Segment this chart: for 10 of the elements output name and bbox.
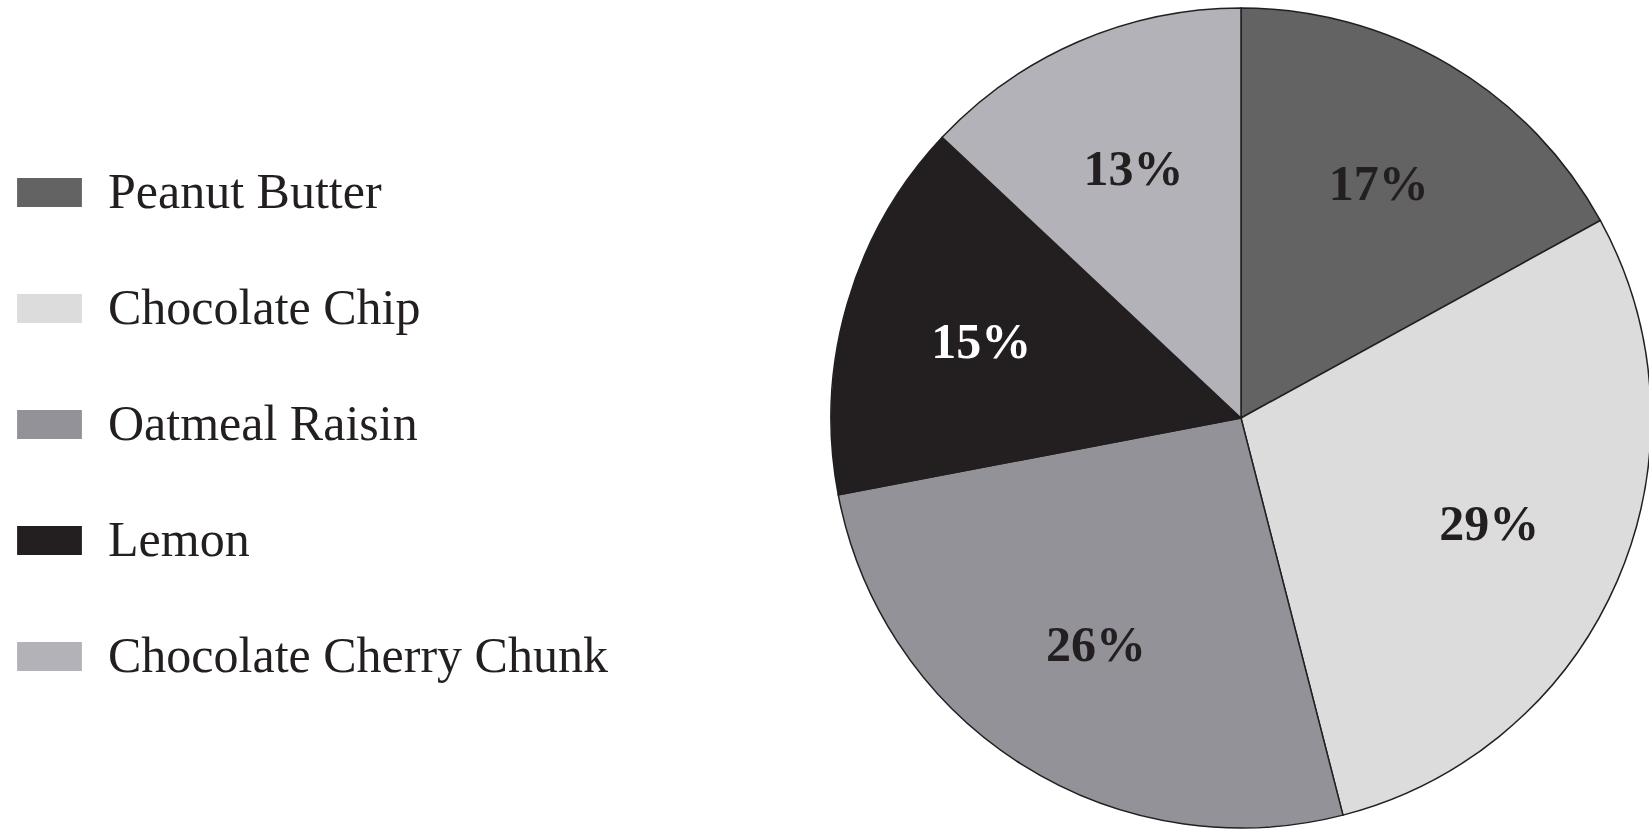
data-label: 15% [931, 312, 1032, 369]
data-label: 29% [1439, 495, 1540, 552]
legend-label: Oatmeal Raisin [108, 394, 418, 451]
data-label: 26% [1046, 616, 1147, 673]
data-label: 13% [1083, 139, 1184, 196]
legend-label: Lemon [108, 510, 250, 567]
data-label: 17% [1328, 155, 1429, 212]
legend-label: Chocolate Chip [108, 278, 421, 335]
legend-label: Chocolate Cherry Chunk [108, 626, 608, 683]
legend-label: Peanut Butter [108, 162, 382, 219]
